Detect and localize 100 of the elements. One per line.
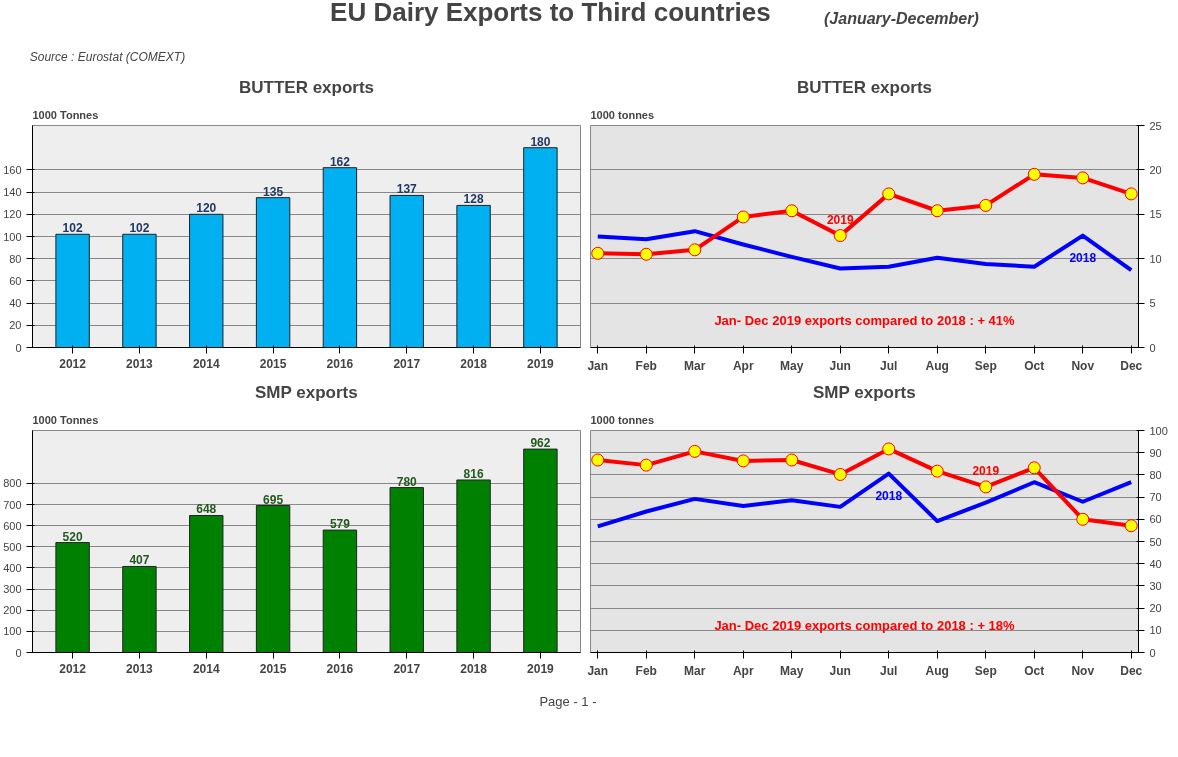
x-tick-label: 2019 xyxy=(527,356,555,371)
y-tick-label: 160 xyxy=(3,163,22,176)
y-tick-label: 700 xyxy=(3,498,22,511)
x-tick-label: Jul xyxy=(880,358,898,373)
data-label: 128 xyxy=(463,192,484,207)
data-label: 579 xyxy=(329,517,351,532)
x-tick-label: Aug xyxy=(925,663,949,678)
y-tick-label: 200 xyxy=(3,604,22,617)
y-tick-label: 60 xyxy=(1149,513,1162,526)
chart-title: SMP exports xyxy=(813,382,916,402)
y-tick-label: 10 xyxy=(1149,252,1162,265)
x-tick-label: Nov xyxy=(1071,358,1095,373)
x-tick-label: 2015 xyxy=(259,661,287,676)
series-label: 2019 xyxy=(972,463,1000,478)
x-tick-label: Dec xyxy=(1120,663,1143,678)
data-label: 407 xyxy=(129,553,150,568)
x-tick-label: 2019 xyxy=(527,661,555,676)
x-tick-label: May xyxy=(780,663,804,678)
y-axis-title: 1000 tonnes xyxy=(590,108,655,121)
y-axis-title: 1000 Tonnes xyxy=(32,108,99,121)
series-label: 2018 xyxy=(875,488,903,503)
x-tick-label: May xyxy=(780,358,804,373)
x-tick-label: 2017 xyxy=(393,661,421,676)
y-tick-label: 120 xyxy=(3,208,22,221)
y-tick-label: 600 xyxy=(3,519,22,532)
data-label: 816 xyxy=(463,466,484,481)
x-tick-label: 2015 xyxy=(259,356,287,371)
y-tick-label: 300 xyxy=(3,583,22,596)
x-tick-label: Jun xyxy=(829,358,851,373)
data-label: 962 xyxy=(530,436,551,451)
x-tick-label: Apr xyxy=(732,358,754,373)
y-tick-label: 20 xyxy=(9,319,22,332)
data-label: 180 xyxy=(530,134,551,149)
y-tick-label: 40 xyxy=(1149,557,1162,570)
source-note: Source : Eurostat (COMEXT) xyxy=(29,49,186,64)
x-tick-label: 2013 xyxy=(126,661,154,676)
data-label: 520 xyxy=(62,529,83,544)
y-tick-label: 0 xyxy=(1149,646,1156,659)
data-label: 162 xyxy=(329,154,351,169)
data-label: 102 xyxy=(129,221,150,236)
x-tick-label: Jun xyxy=(829,663,851,678)
x-tick-label: Mar xyxy=(684,663,706,678)
y-tick-label: 90 xyxy=(1149,446,1162,459)
x-tick-label: Jan xyxy=(587,663,609,678)
y-axis-title: 1000 Tonnes xyxy=(32,413,99,426)
chart-title: BUTTER exports xyxy=(796,77,933,97)
y-tick-label: 10 xyxy=(1149,624,1162,637)
y-tick-label: 140 xyxy=(3,186,22,199)
x-tick-label: 2012 xyxy=(59,356,87,371)
x-tick-label: Feb xyxy=(635,358,657,373)
y-tick-label: 0 xyxy=(15,646,22,659)
x-tick-label: 2017 xyxy=(393,356,421,371)
x-tick-label: 2016 xyxy=(326,356,354,371)
y-tick-label: 0 xyxy=(15,341,22,354)
annotation: Jan- Dec 2019 exports compared to 2018 : + 41% xyxy=(714,312,1016,328)
data-label: 780 xyxy=(396,474,418,489)
y-tick-label: 50 xyxy=(1149,535,1162,548)
y-tick-label: 20 xyxy=(1149,602,1162,615)
y-tick-label: 400 xyxy=(3,561,22,574)
x-tick-label: Feb xyxy=(635,663,657,678)
y-axis-title: 1000 tonnes xyxy=(590,413,655,426)
x-tick-label: Mar xyxy=(684,358,706,373)
text: (January-December) xyxy=(824,10,979,28)
y-tick-label: 80 xyxy=(9,252,22,265)
series-label: 2019 xyxy=(826,212,854,227)
y-tick-label: 800 xyxy=(3,477,22,490)
x-tick-label: 2014 xyxy=(192,661,220,676)
data-label: 137 xyxy=(396,182,418,197)
y-tick-label: 25 xyxy=(1149,119,1162,132)
annotation: Jan- Dec 2019 exports compared to 2018 : + 18% xyxy=(714,617,1016,633)
y-tick-label: 60 xyxy=(9,274,22,287)
y-tick-label: 30 xyxy=(1149,579,1162,592)
text: Page - 1 - xyxy=(539,693,597,709)
y-tick-label: 100 xyxy=(3,230,22,243)
x-tick-label: 2018 xyxy=(460,661,488,676)
x-tick-label: 2013 xyxy=(126,356,154,371)
data-label: 120 xyxy=(196,201,217,216)
x-tick-label: Oct xyxy=(1024,358,1045,373)
x-tick-label: 2016 xyxy=(326,661,354,676)
data-label: 648 xyxy=(196,502,217,517)
y-tick-label: 500 xyxy=(3,540,22,553)
y-tick-label: 15 xyxy=(1149,208,1162,221)
text: EU Dairy Exports to Third countries xyxy=(330,0,771,28)
chart-title: SMP exports xyxy=(255,382,358,402)
x-tick-label: 2012 xyxy=(59,661,87,676)
data-label: 135 xyxy=(263,184,284,199)
y-tick-label: 5 xyxy=(1149,297,1156,310)
chart-title: BUTTER exports xyxy=(238,77,375,97)
y-tick-label: 0 xyxy=(1149,341,1156,354)
x-tick-label: 2014 xyxy=(192,356,220,371)
x-tick-label: Sep xyxy=(974,358,997,373)
x-tick-label: Oct xyxy=(1024,663,1045,678)
y-tick-label: 20 xyxy=(1149,163,1162,176)
series-label: 2018 xyxy=(1069,250,1097,265)
x-tick-label: Aug xyxy=(925,358,949,373)
y-tick-label: 70 xyxy=(1149,491,1162,504)
data-label: 102 xyxy=(62,221,83,236)
x-tick-label: Apr xyxy=(732,663,754,678)
y-tick-label: 40 xyxy=(9,297,22,310)
y-tick-label: 100 xyxy=(3,625,22,638)
